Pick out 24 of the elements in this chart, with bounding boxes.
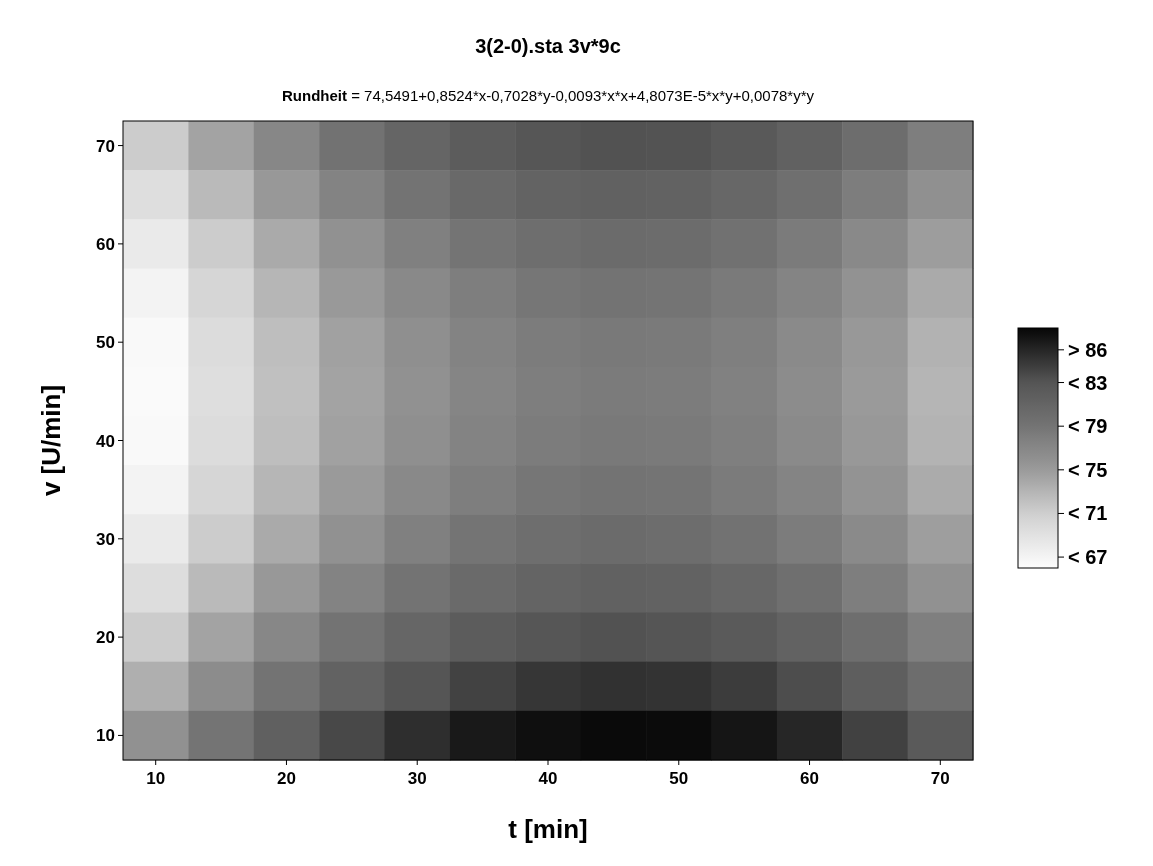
x-tick-label: 10 (146, 769, 166, 788)
y-tick-label: 50 (96, 333, 115, 353)
chart-subtitle: Rundheit = 74,5491+0,8524*x-0,7028*y-0,0093*x*x+4,8073E-5*x*y+0,0078*y*y (281, 87, 815, 104)
color-bar-label: < 83 (1068, 371, 1108, 394)
chart-title: 3(2-0).sta 3v*9c (475, 35, 621, 57)
x-tick-label: 50 (669, 769, 689, 788)
y-tick-label: 40 (96, 431, 115, 451)
x-axis-title: t [min] (508, 814, 588, 844)
color-bar-label: < 67 (1068, 546, 1108, 569)
y-tick-label: 60 (96, 234, 115, 254)
x-tick-label: 60 (800, 769, 819, 788)
color-bar-label: < 71 (1068, 502, 1108, 525)
color-bar-label: > 86 (1068, 338, 1108, 361)
y-tick-label: 70 (96, 136, 115, 156)
color-bar-label: < 75 (1068, 458, 1108, 481)
y-axis-title: v [U/min] (36, 384, 66, 497)
y-tick-label: 30 (96, 529, 115, 549)
y-tick-label: 20 (96, 628, 115, 648)
x-tick-label: 70 (930, 769, 950, 788)
x-tick-label: 40 (538, 769, 558, 788)
color-bar-label: < 79 (1068, 415, 1108, 438)
x-tick-label: 20 (277, 769, 296, 788)
x-tick-label: 30 (407, 769, 427, 788)
y-tick-label: 10 (96, 726, 115, 746)
